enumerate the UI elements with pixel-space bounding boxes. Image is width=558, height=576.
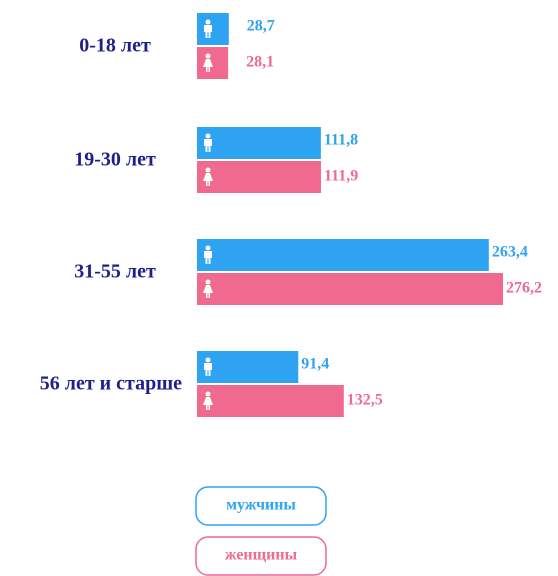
value-label: 132,5 (347, 392, 383, 409)
icon-head (205, 133, 211, 139)
female-icon (203, 279, 213, 298)
icon-head (205, 357, 211, 363)
icon-body (204, 251, 212, 264)
category-label: 56 лет и старше (40, 373, 182, 395)
icon-head (205, 279, 211, 285)
icon-body (203, 397, 213, 410)
icon-body (204, 363, 212, 376)
female-icon (203, 53, 213, 72)
icon-head (205, 391, 211, 397)
legend-box (195, 486, 327, 526)
icon-head (205, 19, 211, 25)
bar (197, 351, 299, 383)
bar (197, 273, 503, 305)
value-label: 276,2 (506, 280, 542, 297)
bar (197, 239, 489, 271)
category-label: 0-18 лет (79, 35, 151, 57)
value-label: 28,1 (246, 54, 274, 71)
category-label: 31-55 лет (74, 261, 156, 283)
bar (197, 47, 229, 79)
value-label: 91,4 (301, 356, 329, 373)
icon-body (203, 285, 213, 298)
value-label: 111,9 (324, 168, 358, 185)
bar (197, 385, 344, 417)
icon-body (204, 139, 212, 152)
female-icon (203, 167, 213, 186)
bar (197, 127, 321, 159)
icon-body (204, 25, 212, 38)
value-label: 28,7 (247, 18, 275, 35)
legend-label: мужчины (226, 497, 296, 514)
male-icon (204, 19, 212, 38)
legend-label: женщины (225, 547, 298, 564)
value-label: 263,4 (492, 244, 528, 261)
female-icon (203, 391, 213, 410)
category-label: 19-30 лет (74, 149, 156, 171)
male-icon (204, 357, 212, 376)
value-label: 111,8 (324, 132, 358, 149)
bar (197, 161, 321, 193)
male-icon (204, 133, 212, 152)
icon-body (203, 59, 213, 72)
icon-body (203, 173, 213, 186)
icon-head (205, 245, 211, 251)
icon-head (205, 167, 211, 173)
legend-box (195, 536, 327, 576)
male-icon (204, 245, 212, 264)
icon-head (205, 53, 211, 59)
bar (197, 13, 229, 45)
